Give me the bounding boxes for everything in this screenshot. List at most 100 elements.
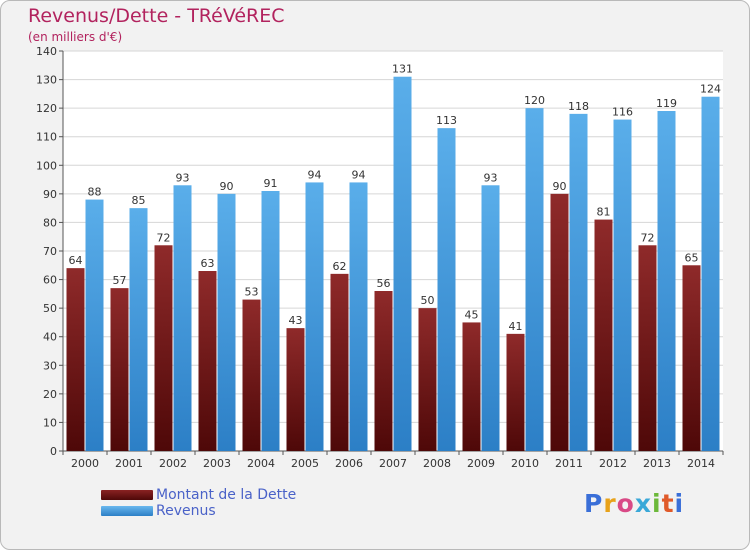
x-tick-label: 2005: [291, 457, 319, 470]
bar-debt: [110, 288, 129, 451]
bar-debt: [154, 245, 173, 451]
x-tick-label: 2009: [467, 457, 495, 470]
data-label-revenue: 88: [88, 186, 102, 199]
y-tick-label: 90: [43, 188, 57, 201]
bar-revenue: [85, 199, 104, 451]
data-label-debt: 53: [245, 286, 259, 299]
y-tick-label: 140: [36, 45, 57, 58]
chart-subtitle: (en milliers d'€): [28, 30, 123, 44]
y-tick-label: 20: [43, 388, 57, 401]
data-label-debt: 56: [377, 277, 391, 290]
data-label-revenue: 119: [656, 97, 677, 110]
x-tick-label: 2003: [203, 457, 231, 470]
bar-debt: [286, 328, 305, 451]
y-tick-label: 120: [36, 102, 57, 115]
data-label-debt: 41: [509, 320, 523, 333]
y-tick-label: 50: [43, 302, 57, 315]
logo-letter: i: [674, 489, 685, 518]
y-tick-label: 70: [43, 245, 57, 258]
data-label-debt: 72: [641, 231, 655, 244]
x-tick-label: 2008: [423, 457, 451, 470]
bar-revenue: [481, 185, 500, 452]
logo-letter: x: [634, 489, 652, 518]
bar-revenue: [217, 193, 236, 451]
chart-title: Revenus/Dette - TRéVéREC: [28, 5, 285, 27]
legend-label-revenue: Revenus: [156, 503, 216, 519]
data-label-debt: 43: [289, 314, 303, 327]
data-label-debt: 45: [465, 308, 479, 321]
bar-revenue: [569, 113, 588, 451]
data-label-revenue: 118: [568, 100, 589, 113]
x-tick-label: 2014: [687, 457, 715, 470]
y-tick-label: 40: [43, 331, 57, 344]
x-tick-label: 2010: [511, 457, 539, 470]
data-label-debt: 62: [333, 260, 347, 273]
data-label-revenue: 93: [176, 171, 190, 184]
bar-revenue: [657, 111, 676, 451]
y-tick-label: 30: [43, 359, 57, 372]
proxiti-logo: Proxiti: [584, 489, 684, 518]
data-label-revenue: 120: [524, 94, 545, 107]
data-label-revenue: 124: [700, 83, 721, 96]
bar-revenue: [525, 108, 544, 452]
logo-letter: o: [616, 489, 635, 518]
data-label-debt: 65: [685, 251, 699, 264]
bar-debt: [330, 273, 349, 451]
data-label-debt: 81: [597, 206, 611, 219]
data-label-debt: 64: [69, 254, 83, 267]
bar-debt: [418, 308, 437, 451]
data-label-debt: 90: [553, 180, 567, 193]
logo-letter: P: [584, 489, 604, 518]
data-label-revenue: 90: [220, 180, 234, 193]
data-label-revenue: 93: [484, 171, 498, 184]
bar-debt: [682, 265, 701, 451]
x-tick-label: 2011: [555, 457, 583, 470]
data-label-revenue: 91: [264, 177, 278, 190]
y-tick-label: 100: [36, 159, 57, 172]
legend-label-debt: Montant de la Dette: [156, 487, 297, 503]
bar-debt: [242, 299, 261, 451]
bar-debt: [374, 291, 393, 451]
bar-revenue: [613, 119, 632, 452]
bar-revenue: [701, 96, 720, 451]
bar-revenue: [261, 191, 280, 451]
y-tick-label: 80: [43, 216, 57, 229]
logo-letter: t: [661, 489, 675, 518]
y-tick-label: 0: [50, 445, 57, 458]
data-label-debt: 63: [201, 257, 215, 270]
y-tick-label: 110: [36, 131, 57, 144]
bar-revenue: [349, 182, 368, 451]
legend-swatch-debt: [101, 490, 153, 500]
data-label-revenue: 94: [352, 168, 366, 181]
data-label-debt: 72: [157, 231, 171, 244]
bar-debt: [462, 322, 481, 451]
logo-letter: r: [603, 489, 617, 518]
data-label-revenue: 116: [612, 106, 633, 119]
x-tick-label: 2006: [335, 457, 363, 470]
bar-revenue: [393, 76, 412, 451]
x-tick-label: 2013: [643, 457, 671, 470]
x-tick-label: 2012: [599, 457, 627, 470]
bar-debt: [198, 271, 217, 451]
bar-debt: [550, 193, 569, 451]
bar-revenue: [437, 128, 456, 451]
bar-revenue: [305, 182, 324, 451]
x-tick-label: 2001: [115, 457, 143, 470]
data-label-revenue: 85: [132, 194, 146, 207]
bar-debt: [594, 219, 613, 451]
data-label-revenue: 113: [436, 114, 457, 127]
bar-debt: [506, 333, 525, 451]
bar-revenue: [129, 208, 148, 451]
y-tick-label: 130: [36, 74, 57, 87]
data-label-debt: 57: [113, 274, 127, 287]
x-tick-label: 2002: [159, 457, 187, 470]
bar-revenue: [173, 185, 192, 452]
plot-area: 0 10 20 30 40 50 60 70 80 90 100 110 120 130 140 2000 64…: [36, 45, 724, 470]
data-label-revenue: 131: [392, 63, 413, 76]
y-tick-label: 60: [43, 274, 57, 287]
data-label-revenue: 94: [308, 168, 322, 181]
x-tick-label: 2000: [71, 457, 99, 470]
x-tick-label: 2004: [247, 457, 275, 470]
